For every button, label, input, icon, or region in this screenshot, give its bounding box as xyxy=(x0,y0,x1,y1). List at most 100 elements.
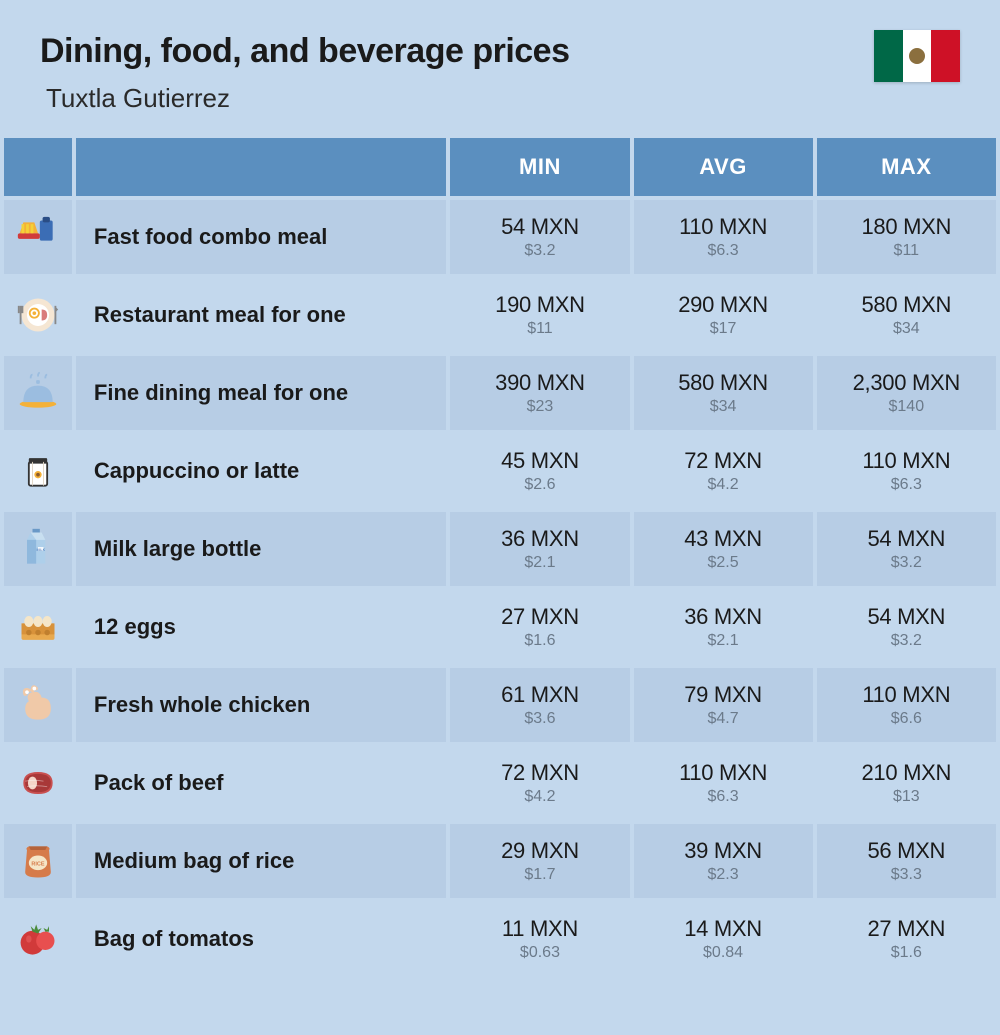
price-min: 36 MXN$2.1 xyxy=(450,512,629,586)
price-usd: $140 xyxy=(827,398,986,416)
price-local: 580 MXN xyxy=(827,292,986,318)
price-usd: $2.3 xyxy=(644,866,803,884)
table-row: Restaurant meal for one190 MXN$11290 MXN… xyxy=(4,278,996,352)
col-min: MIN xyxy=(450,138,629,196)
price-local: 390 MXN xyxy=(460,370,619,396)
price-avg: 290 MXN$17 xyxy=(634,278,813,352)
price-usd: $4.7 xyxy=(644,710,803,728)
item-label: Fast food combo meal xyxy=(76,200,446,274)
price-usd: $2.6 xyxy=(460,476,619,494)
price-usd: $11 xyxy=(827,242,986,260)
item-label: Medium bag of rice xyxy=(76,824,446,898)
table-row: Fresh whole chicken61 MXN$3.679 MXN$4.71… xyxy=(4,668,996,742)
price-usd: $4.2 xyxy=(460,788,619,806)
price-local: 11 MXN xyxy=(460,916,619,942)
price-max: 110 MXN$6.3 xyxy=(817,434,996,508)
item-label: 12 eggs xyxy=(76,590,446,664)
price-local: 43 MXN xyxy=(644,526,803,552)
mexico-flag-icon xyxy=(874,30,960,82)
price-min: 29 MXN$1.7 xyxy=(450,824,629,898)
price-max: 27 MXN $1.6 xyxy=(817,902,996,976)
item-label: Fine dining meal for one xyxy=(76,356,446,430)
price-usd: $1.6 xyxy=(460,632,619,650)
price-usd: $3.6 xyxy=(460,710,619,728)
price-min: 190 MXN $11 xyxy=(450,278,629,352)
price-avg: 14 MXN$0.84 xyxy=(634,902,813,976)
price-local: 61 MXN xyxy=(460,682,619,708)
table-row: Fine dining meal for one 390 MXN $23 580 MX… xyxy=(4,356,996,430)
price-usd: $13 xyxy=(827,788,986,806)
price-local: 27 MXN xyxy=(460,604,619,630)
price-local: 45 MXN xyxy=(460,448,619,474)
price-max: 180 MXN $11 xyxy=(817,200,996,274)
price-usd: $1.6 xyxy=(827,944,986,962)
price-usd: $0.84 xyxy=(644,944,803,962)
tomatoes-icon xyxy=(4,902,72,976)
price-local: 180 MXN xyxy=(827,214,986,240)
price-min: 72 MXN $4.2 xyxy=(450,746,629,820)
col-item xyxy=(76,138,446,196)
item-label: Bag of tomatos xyxy=(76,902,446,976)
price-local: 110 MXN xyxy=(827,448,986,474)
svg-text:MILK: MILK xyxy=(36,548,45,552)
price-local: 54 MXN xyxy=(827,604,986,630)
price-table: MIN AVG MAX Fast food combo meal54 MXN$3… xyxy=(0,134,1000,980)
price-usd: $3.3 xyxy=(827,866,986,884)
price-max: 210 MXN $13 xyxy=(817,746,996,820)
price-usd: $3.2 xyxy=(827,632,986,650)
price-local: 36 MXN xyxy=(644,604,803,630)
price-local: 210 MXN xyxy=(827,760,986,786)
page-header: Dining, food, and beverage prices Tuxtla… xyxy=(0,0,1000,134)
price-local: 54 MXN xyxy=(827,526,986,552)
price-usd: $6.3 xyxy=(644,788,803,806)
price-usd: $2.5 xyxy=(644,554,803,572)
price-local: 580 MXN xyxy=(644,370,803,396)
price-local: 27 MXN xyxy=(827,916,986,942)
table-row: MILK Milk large bottle36 MXN$2.1 43 MXN $2.… xyxy=(4,512,996,586)
rice-bag-icon: RICE xyxy=(4,824,72,898)
eggs-icon xyxy=(4,590,72,664)
price-local: 190 MXN xyxy=(460,292,619,318)
price-local: 72 MXN xyxy=(460,760,619,786)
price-min: 390 MXN $23 xyxy=(450,356,629,430)
price-local: 290 MXN xyxy=(644,292,803,318)
price-local: 36 MXN xyxy=(460,526,619,552)
chicken-icon xyxy=(4,668,72,742)
price-usd: $3.2 xyxy=(827,554,986,572)
price-table-page: Dining, food, and beverage prices Tuxtla… xyxy=(0,0,1000,1035)
item-label: Pack of beef xyxy=(76,746,446,820)
price-usd: $34 xyxy=(827,320,986,338)
price-min: 11 MXN$0.63 xyxy=(450,902,629,976)
coffee-cup-icon xyxy=(4,434,72,508)
price-min: 54 MXN$3.2 xyxy=(450,200,629,274)
price-min: 45 MXN $2.6 xyxy=(450,434,629,508)
price-max: 580 MXN $34 xyxy=(817,278,996,352)
price-avg: 36 MXN $2.1 xyxy=(634,590,813,664)
price-max: 54 MXN $3.2 xyxy=(817,512,996,586)
price-local: 2,300 MXN xyxy=(827,370,986,396)
price-avg: 110 MXN$6.3 xyxy=(634,200,813,274)
col-max: MAX xyxy=(817,138,996,196)
price-local: 29 MXN xyxy=(460,838,619,864)
price-min: 27 MXN $1.6 xyxy=(450,590,629,664)
price-max: 110 MXN$6.6 xyxy=(817,668,996,742)
price-local: 79 MXN xyxy=(644,682,803,708)
price-usd: $3.2 xyxy=(460,242,619,260)
price-usd: $6.3 xyxy=(644,242,803,260)
price-avg: 110 MXN$6.3 xyxy=(634,746,813,820)
price-min: 61 MXN $3.6 xyxy=(450,668,629,742)
col-icon xyxy=(4,138,72,196)
table-row: 12 eggs 27 MXN $1.6 36 MXN $2.1 54 MXN $3.2 xyxy=(4,590,996,664)
price-local: 72 MXN xyxy=(644,448,803,474)
item-label: Milk large bottle xyxy=(76,512,446,586)
table-row: Pack of beef72 MXN$4.2110 MXN$6.3210 MXN… xyxy=(4,746,996,820)
price-usd: $11 xyxy=(460,320,619,338)
price-usd: $23 xyxy=(460,398,619,416)
table-row: RICEMedium bag of rice29 MXN$1.739 MXN$2… xyxy=(4,824,996,898)
table-row: Fast food combo meal54 MXN$3.2110 MXN$6.… xyxy=(4,200,996,274)
price-max: 54 MXN $3.2 xyxy=(817,590,996,664)
price-usd: $2.1 xyxy=(644,632,803,650)
beef-steak-icon xyxy=(4,746,72,820)
price-local: 56 MXN xyxy=(827,838,986,864)
milk-carton-icon: MILK xyxy=(4,512,72,586)
